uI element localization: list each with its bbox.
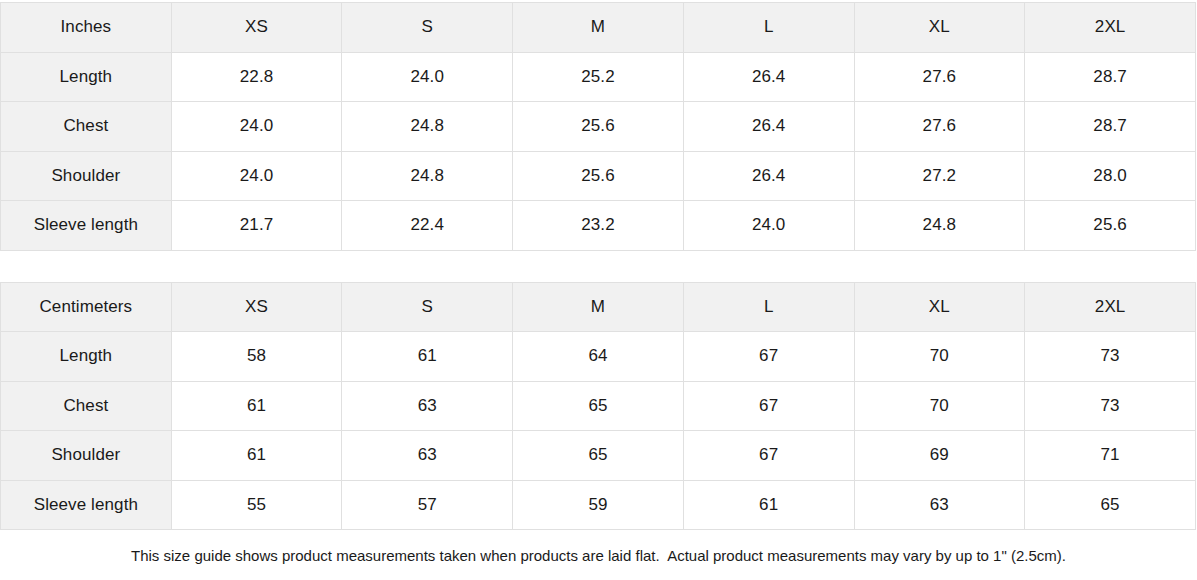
value-cell: 61 xyxy=(171,431,342,481)
value-cell: 65 xyxy=(1025,480,1196,530)
value-cell: 73 xyxy=(1025,332,1196,382)
measurement-row: Length22.824.025.226.427.628.7 xyxy=(1,52,1196,102)
size-header-cell: XL xyxy=(854,282,1025,332)
size-header-cell: 2XL xyxy=(1025,3,1196,53)
value-cell: 63 xyxy=(342,381,513,431)
size-table-centimeters: CentimetersXSSMLXL2XLLength586164677073C… xyxy=(0,282,1196,531)
unit-header-cell: Inches xyxy=(1,3,172,53)
measurement-row: Chest24.024.825.626.427.628.7 xyxy=(1,102,1196,152)
row-label-cell: Length xyxy=(1,332,172,382)
size-guide-note: This size guide shows product measuremen… xyxy=(0,530,1197,580)
value-cell: 61 xyxy=(683,480,854,530)
row-label-cell: Chest xyxy=(1,381,172,431)
value-cell: 28.7 xyxy=(1025,102,1196,152)
measurement-row: Sleeve length21.722.423.224.024.825.6 xyxy=(1,201,1196,251)
value-cell: 27.6 xyxy=(854,52,1025,102)
size-header-cell: XL xyxy=(854,3,1025,53)
measurement-row: Length586164677073 xyxy=(1,332,1196,382)
value-cell: 24.8 xyxy=(854,201,1025,251)
measurement-row: Chest616365677073 xyxy=(1,381,1196,431)
value-cell: 22.4 xyxy=(342,201,513,251)
value-cell: 25.2 xyxy=(513,52,684,102)
header-row: InchesXSSMLXL2XL xyxy=(1,3,1196,53)
row-label-cell: Shoulder xyxy=(1,431,172,481)
value-cell: 24.0 xyxy=(342,52,513,102)
value-cell: 69 xyxy=(854,431,1025,481)
value-cell: 67 xyxy=(683,381,854,431)
size-header-cell: L xyxy=(683,3,854,53)
size-header-cell: S xyxy=(342,3,513,53)
value-cell: 65 xyxy=(513,381,684,431)
value-cell: 26.4 xyxy=(683,102,854,152)
header-row: CentimetersXSSMLXL2XL xyxy=(1,282,1196,332)
size-table-inches: InchesXSSMLXL2XLLength22.824.025.226.427… xyxy=(0,2,1196,251)
value-cell: 27.6 xyxy=(854,102,1025,152)
value-cell: 25.6 xyxy=(513,102,684,152)
measurement-row: Sleeve length555759616365 xyxy=(1,480,1196,530)
table-gap-spacer xyxy=(0,251,1197,282)
value-cell: 64 xyxy=(513,332,684,382)
value-cell: 59 xyxy=(513,480,684,530)
value-cell: 21.7 xyxy=(171,201,342,251)
value-cell: 24.8 xyxy=(342,151,513,201)
value-cell: 73 xyxy=(1025,381,1196,431)
size-guide-panel: InchesXSSMLXL2XLLength22.824.025.226.427… xyxy=(0,0,1197,580)
value-cell: 26.4 xyxy=(683,151,854,201)
unit-header-cell: Centimeters xyxy=(1,282,172,332)
value-cell: 67 xyxy=(683,431,854,481)
value-cell: 61 xyxy=(342,332,513,382)
value-cell: 22.8 xyxy=(171,52,342,102)
value-cell: 28.0 xyxy=(1025,151,1196,201)
size-header-cell: XS xyxy=(171,3,342,53)
value-cell: 57 xyxy=(342,480,513,530)
value-cell: 25.6 xyxy=(1025,201,1196,251)
row-label-cell: Chest xyxy=(1,102,172,152)
value-cell: 65 xyxy=(513,431,684,481)
value-cell: 25.6 xyxy=(513,151,684,201)
row-label-cell: Sleeve length xyxy=(1,201,172,251)
value-cell: 27.2 xyxy=(854,151,1025,201)
value-cell: 63 xyxy=(854,480,1025,530)
row-label-cell: Length xyxy=(1,52,172,102)
value-cell: 28.7 xyxy=(1025,52,1196,102)
size-header-cell: S xyxy=(342,282,513,332)
value-cell: 55 xyxy=(171,480,342,530)
measurement-row: Shoulder616365676971 xyxy=(1,431,1196,481)
measurement-row: Shoulder24.024.825.626.427.228.0 xyxy=(1,151,1196,201)
size-header-cell: M xyxy=(513,3,684,53)
value-cell: 24.8 xyxy=(342,102,513,152)
row-label-cell: Sleeve length xyxy=(1,480,172,530)
value-cell: 23.2 xyxy=(513,201,684,251)
value-cell: 24.0 xyxy=(683,201,854,251)
row-label-cell: Shoulder xyxy=(1,151,172,201)
value-cell: 70 xyxy=(854,332,1025,382)
size-header-cell: 2XL xyxy=(1025,282,1196,332)
value-cell: 63 xyxy=(342,431,513,481)
value-cell: 24.0 xyxy=(171,102,342,152)
value-cell: 58 xyxy=(171,332,342,382)
size-header-cell: M xyxy=(513,282,684,332)
value-cell: 71 xyxy=(1025,431,1196,481)
value-cell: 26.4 xyxy=(683,52,854,102)
size-header-cell: L xyxy=(683,282,854,332)
value-cell: 67 xyxy=(683,332,854,382)
size-header-cell: XS xyxy=(171,282,342,332)
value-cell: 70 xyxy=(854,381,1025,431)
value-cell: 61 xyxy=(171,381,342,431)
value-cell: 24.0 xyxy=(171,151,342,201)
